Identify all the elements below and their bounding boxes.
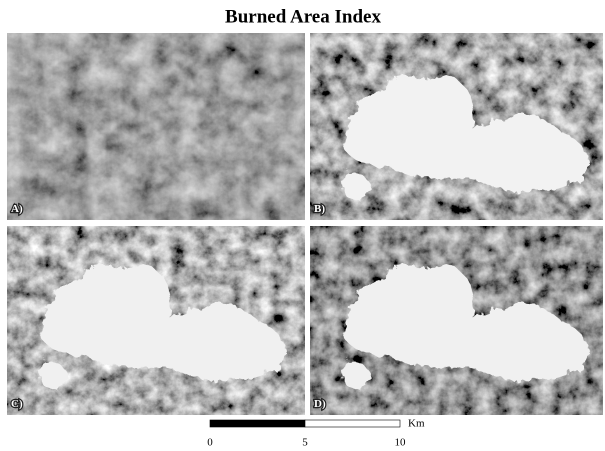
panel-d: D) <box>310 226 603 415</box>
scale-segment <box>210 420 305 427</box>
scale-tick-label: 10 <box>395 437 407 449</box>
panel-label: B) <box>314 203 325 215</box>
image <box>7 33 305 220</box>
scale-tick-label: 0 <box>207 437 213 449</box>
scale-segment <box>305 420 400 427</box>
panel-b: B) <box>310 33 603 220</box>
panel-label: A) <box>11 203 23 215</box>
scale-unit: Km <box>408 418 425 430</box>
panel-c: C) <box>7 226 305 415</box>
panel-a: A) <box>7 33 305 220</box>
panel-label: D) <box>314 398 326 410</box>
scale-tick-label: 5 <box>302 437 308 449</box>
figure: Burned Area Index A) B) C) D) 0 5 10Km <box>0 0 605 451</box>
figure-title: Burned Area Index <box>225 6 381 27</box>
panel-label: C) <box>11 398 23 410</box>
